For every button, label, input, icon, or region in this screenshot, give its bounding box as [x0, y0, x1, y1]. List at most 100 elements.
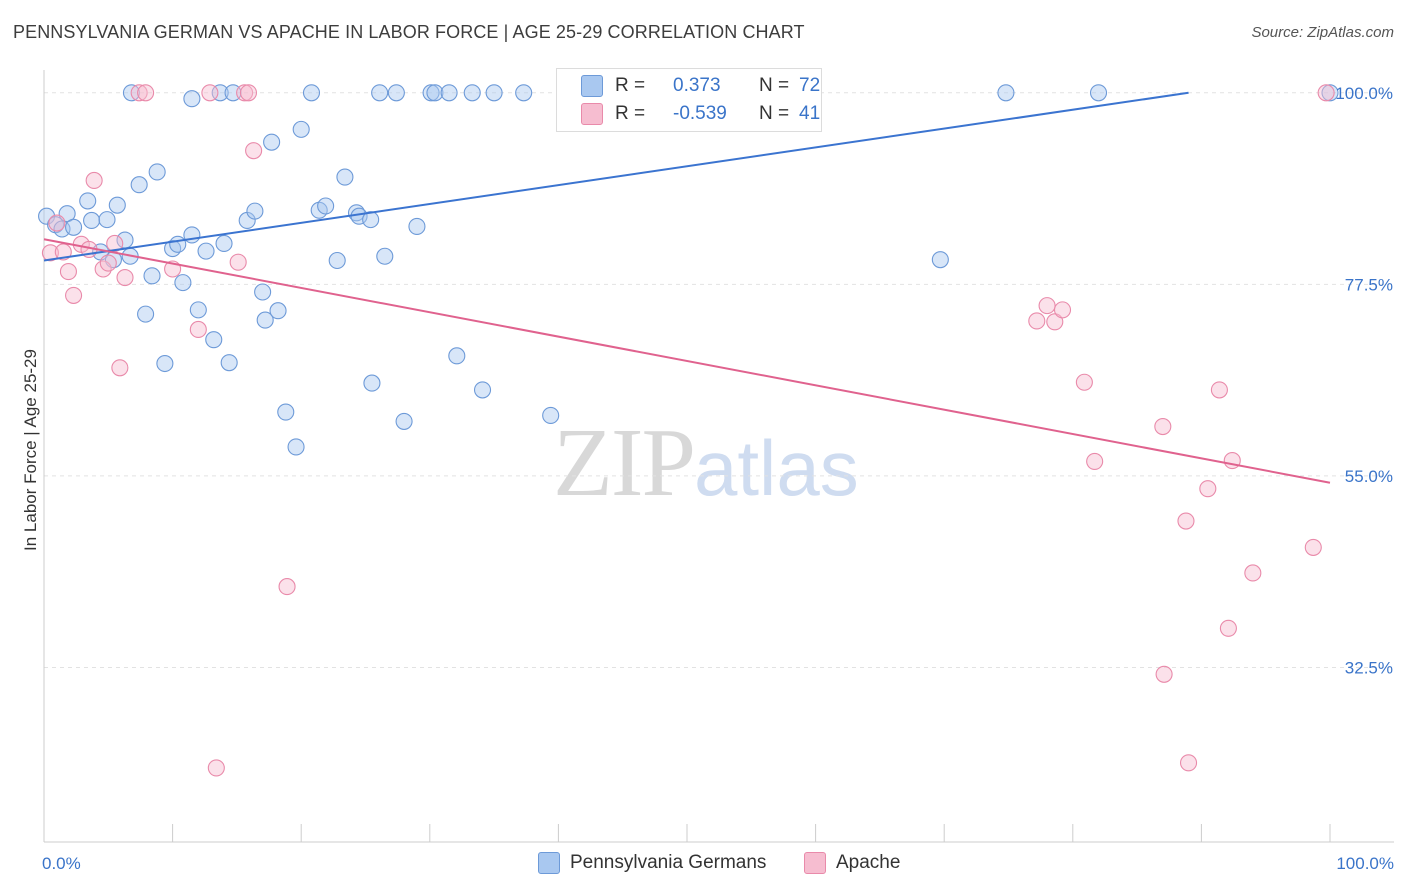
data-point	[1179, 754, 1198, 772]
data-point	[287, 438, 305, 456]
data-point	[189, 320, 207, 339]
data-point	[59, 263, 77, 281]
data-point	[292, 120, 310, 138]
data-point	[440, 84, 458, 102]
watermark-zip: ZIP	[553, 409, 696, 517]
data-point	[263, 133, 281, 151]
data-point	[156, 354, 174, 373]
data-point	[236, 84, 254, 102]
data-point	[65, 218, 83, 236]
data-point	[1053, 301, 1072, 319]
data-point	[108, 196, 126, 214]
data-point	[463, 84, 481, 102]
source-label: Source: ZipAtlas.com	[1251, 24, 1394, 41]
data-point	[197, 242, 215, 260]
data-point	[408, 217, 426, 235]
legend-n-label: N =	[759, 75, 790, 96]
data-point	[269, 302, 287, 320]
data-point	[211, 84, 229, 102]
data-point	[220, 354, 238, 372]
legend-r-value: 0.373	[673, 75, 721, 96]
data-point	[256, 311, 274, 329]
data-point	[143, 267, 161, 285]
grid-lines	[44, 92, 1394, 668]
watermark: ZIPatlas	[553, 405, 859, 519]
legend-label-pennsylvania-germans: Pennsylvania Germans	[570, 852, 767, 873]
data-point	[1089, 84, 1108, 102]
legend-n-value: 72	[799, 75, 821, 96]
data-point	[1244, 564, 1262, 582]
data-point	[169, 235, 187, 253]
chart-title: PENNSYLVANIA GERMAN VS APACHE IN LABOR F…	[13, 22, 805, 42]
trend-line	[43, 91, 1189, 262]
data-point	[54, 243, 72, 261]
data-point	[1210, 381, 1228, 399]
data-point	[422, 84, 440, 102]
data-point	[1219, 619, 1237, 637]
data-point	[239, 84, 258, 102]
data-point	[83, 211, 101, 230]
y-tick-label: 77.5%	[1345, 275, 1393, 294]
data-point	[371, 84, 389, 102]
data-point	[376, 247, 394, 265]
data-point	[515, 84, 533, 102]
data-point	[137, 305, 155, 323]
series-apache	[41, 84, 1335, 777]
data-point	[65, 286, 83, 304]
data-point	[1154, 417, 1172, 436]
data-point	[1317, 84, 1335, 102]
y-axis-title-wrap: In Labor Force | Age 25-29	[16, 200, 46, 700]
data-point	[1086, 452, 1104, 470]
data-point	[363, 374, 381, 392]
data-point	[1155, 665, 1173, 683]
data-point	[1046, 313, 1064, 331]
trend-line	[43, 238, 1331, 484]
legend-swatch-pink	[581, 103, 603, 125]
watermark-atlas: atlas	[694, 424, 859, 512]
data-point	[1177, 512, 1195, 530]
legend-r-label: R =	[615, 103, 646, 124]
data-point	[1075, 373, 1093, 391]
data-point	[224, 84, 242, 102]
x-tick-label: 100.0%	[1336, 854, 1394, 873]
data-point	[79, 192, 97, 210]
y-tick-label: 100.0%	[1335, 84, 1393, 103]
data-point	[485, 84, 503, 102]
data-point	[48, 214, 66, 232]
data-point	[277, 403, 295, 421]
series-legend: Pennsylvania Germans Apache	[0, 852, 1406, 878]
legend-n-value: 41	[799, 103, 821, 124]
data-point	[137, 84, 155, 102]
legend-item-pennsylvania-germans: Pennsylvania Germans	[538, 852, 766, 874]
data-point	[201, 84, 219, 102]
data-point	[1038, 297, 1056, 315]
series-pennsylvania-germans	[38, 84, 1339, 456]
data-point	[174, 274, 192, 292]
data-point	[116, 268, 134, 287]
data-point	[1304, 538, 1322, 556]
data-point	[245, 142, 263, 160]
data-point	[542, 406, 560, 425]
data-point	[148, 163, 166, 181]
legend-swatch-pink	[804, 852, 826, 874]
data-point	[1028, 312, 1046, 330]
data-point	[229, 253, 247, 271]
data-point	[997, 84, 1015, 102]
y-axis-title: In Labor Force | Age 25-29	[21, 349, 40, 551]
x-tick-label: 0.0%	[42, 854, 81, 873]
data-point	[328, 251, 346, 270]
data-point	[130, 176, 148, 194]
data-point	[387, 84, 405, 102]
legend-swatch-blue	[538, 852, 560, 874]
data-point	[317, 197, 335, 215]
legend-r-label: R =	[615, 75, 646, 96]
data-point	[246, 202, 264, 220]
data-point	[1321, 84, 1339, 102]
data-point	[473, 381, 492, 399]
axes	[43, 70, 1394, 843]
data-point	[41, 244, 59, 262]
data-point	[448, 347, 466, 365]
y-tick-label: 55.0%	[1345, 467, 1393, 486]
data-point	[205, 331, 223, 349]
